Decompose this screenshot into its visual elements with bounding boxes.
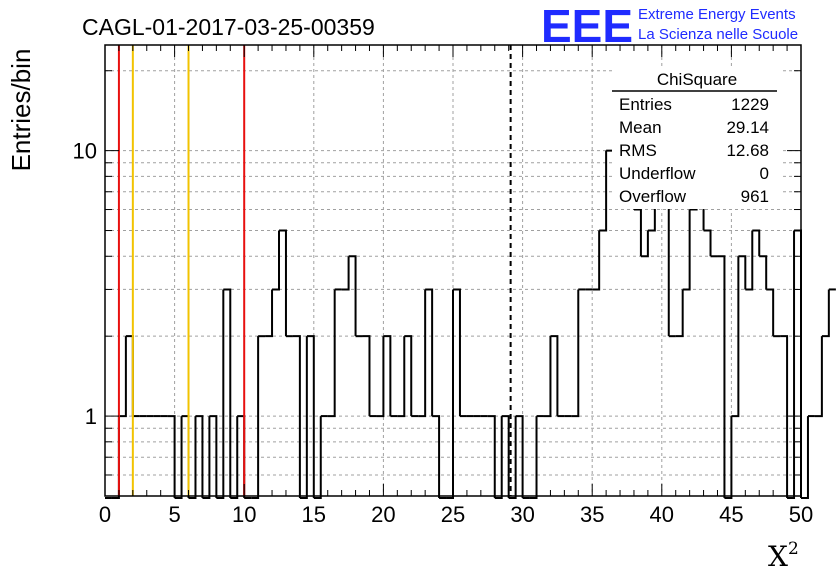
stats-value-underflow: 0	[760, 164, 769, 183]
stats-label-entries: Entries	[619, 95, 672, 114]
x-tick-label: 0	[99, 502, 111, 527]
x-tick-label: 45	[719, 502, 743, 527]
histogram-bin	[794, 229, 802, 498]
histogram-bin	[592, 230, 601, 291]
logo-subtitle-line2: La Scienza nelle Scuole	[638, 26, 798, 43]
histogram-bin	[348, 255, 357, 337]
x-tick-label: 15	[302, 502, 326, 527]
histogram-bin	[195, 415, 204, 498]
histogram-bin	[418, 289, 427, 418]
histogram-bin	[703, 229, 712, 257]
x-tick-label: 35	[580, 502, 604, 527]
histogram-bin	[216, 289, 225, 499]
histogram-bin	[745, 230, 754, 291]
histogram-bin	[292, 335, 301, 498]
x-tick-label: 40	[650, 502, 674, 527]
histogram-bin	[446, 289, 454, 499]
histogram-bin	[404, 335, 413, 417]
histogram-bin	[397, 336, 406, 418]
histogram-bin	[265, 289, 274, 338]
histogram-bin	[501, 415, 510, 498]
x-tick-label: 5	[168, 502, 180, 527]
histogram-bin	[313, 416, 322, 499]
histogram-bin	[599, 150, 608, 232]
y-tick-label: 1	[85, 404, 97, 429]
run-title: CAGL-01-2017-03-25-00359	[82, 14, 375, 40]
logo-subtitle-line1: Extreme Energy Events	[638, 6, 796, 23]
histogram-bin	[508, 416, 517, 499]
histogram-bin	[494, 416, 503, 499]
histogram-bin	[752, 229, 761, 257]
histogram-bin	[717, 255, 726, 498]
histogram-bin	[306, 335, 315, 498]
histogram-bin	[230, 416, 239, 499]
histogram-bin	[529, 416, 538, 499]
histogram-bin	[251, 336, 260, 499]
stats-label-underflow: Underflow	[619, 164, 696, 183]
histogram-bin	[167, 415, 176, 498]
stats-value-entries: 1229	[731, 95, 769, 114]
stats-value-rms: 12.68	[726, 141, 769, 160]
stats-title: ChiSquare	[657, 70, 737, 89]
y-axis-label: Entries/bin	[6, 49, 36, 172]
histogram-bin	[724, 416, 733, 499]
x-tick-label: 50	[789, 502, 813, 527]
histogram-bin	[571, 289, 580, 418]
histogram-bin	[383, 335, 392, 417]
reference-lines	[117, 45, 512, 496]
histogram-bin	[780, 335, 789, 498]
y-tick-label: 10	[73, 139, 97, 164]
histogram-bin	[738, 255, 747, 290]
stats-box: ChiSquare Entries 1229 Mean 29.14 RMS 12…	[612, 69, 782, 209]
stats-value-mean: 29.14	[726, 118, 769, 137]
histogram-bin	[675, 289, 684, 338]
histogram-bin	[425, 288, 434, 417]
histogram-bin	[633, 208, 642, 257]
x-tick-label: 10	[232, 502, 256, 527]
histogram-bin	[327, 289, 336, 418]
histogram-bin	[125, 335, 134, 417]
histogram-bin	[188, 416, 197, 499]
histogram-bin	[640, 230, 649, 258]
stats-label-mean: Mean	[619, 118, 662, 137]
histogram-bin	[272, 230, 280, 291]
histogram-bin	[279, 229, 287, 337]
histogram-bin	[299, 336, 308, 499]
histogram-bin	[453, 288, 461, 417]
histogram-bin	[376, 336, 385, 418]
histogram-bin	[362, 335, 371, 417]
histogram-bin	[821, 289, 830, 338]
histogram-bin	[766, 288, 775, 337]
histogram-bin	[209, 415, 218, 498]
histogram-bin	[801, 416, 809, 499]
x-tick-label: 20	[371, 502, 395, 527]
histogram-bin	[174, 416, 183, 499]
stats-value-overflow: 961	[741, 187, 769, 206]
histogram-bin	[515, 415, 524, 498]
stats-label-overflow: Overflow	[619, 187, 687, 206]
histogram-bin	[202, 416, 211, 499]
histogram-bin	[787, 230, 796, 499]
stats-box-background	[612, 69, 782, 209]
x-tick-label: 25	[441, 502, 465, 527]
histogram-bin	[118, 336, 127, 418]
axis-ticks: 0 5 10 15 20 25 30 35 40 45 50 1 10	[73, 45, 813, 527]
eee-logo: EEE	[541, 0, 633, 52]
histogram-bin	[223, 288, 232, 498]
histogram-bin	[341, 256, 350, 291]
histogram-bin	[543, 336, 552, 418]
histogram-bin	[814, 336, 823, 418]
histogram-bin	[432, 415, 441, 498]
x-tick-label: 30	[510, 502, 534, 527]
histogram-bin	[731, 256, 740, 418]
x-axis-label: X2	[768, 539, 799, 572]
histogram-bin	[682, 209, 691, 291]
stats-label-rms: RMS	[619, 141, 657, 160]
histogram-bin	[759, 255, 768, 290]
histogram-bin	[550, 335, 559, 417]
histogram-bin	[487, 415, 496, 498]
